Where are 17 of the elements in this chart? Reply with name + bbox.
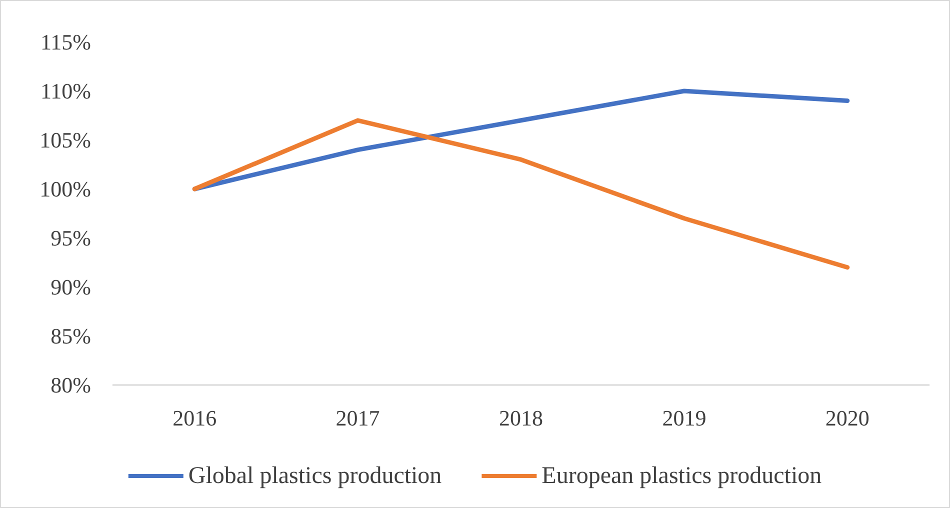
y-tick-label: 105% <box>40 128 91 152</box>
y-tick-label: 90% <box>50 274 91 300</box>
x-tick-label: 2017 <box>336 406 380 430</box>
line-series <box>192 118 850 270</box>
y-tick-label: 115% <box>40 30 91 54</box>
line-series <box>192 88 850 192</box>
y-tick-label: 85% <box>50 324 91 348</box>
x-tick-label: 2016 <box>172 406 217 430</box>
y-tick-label: 95% <box>50 226 91 250</box>
x-tick-label: 2018 <box>499 406 543 430</box>
y-tick-label: 100% <box>40 176 91 202</box>
y-tick-label: 110% <box>40 78 91 104</box>
legend-label: Global plastics production <box>188 463 442 489</box>
legend-label: European plastics production <box>542 463 822 489</box>
x-tick-label: 2020 <box>825 406 870 430</box>
y-tick-label: 80% <box>50 372 91 398</box>
x-tick-label: 2019 <box>662 406 706 430</box>
